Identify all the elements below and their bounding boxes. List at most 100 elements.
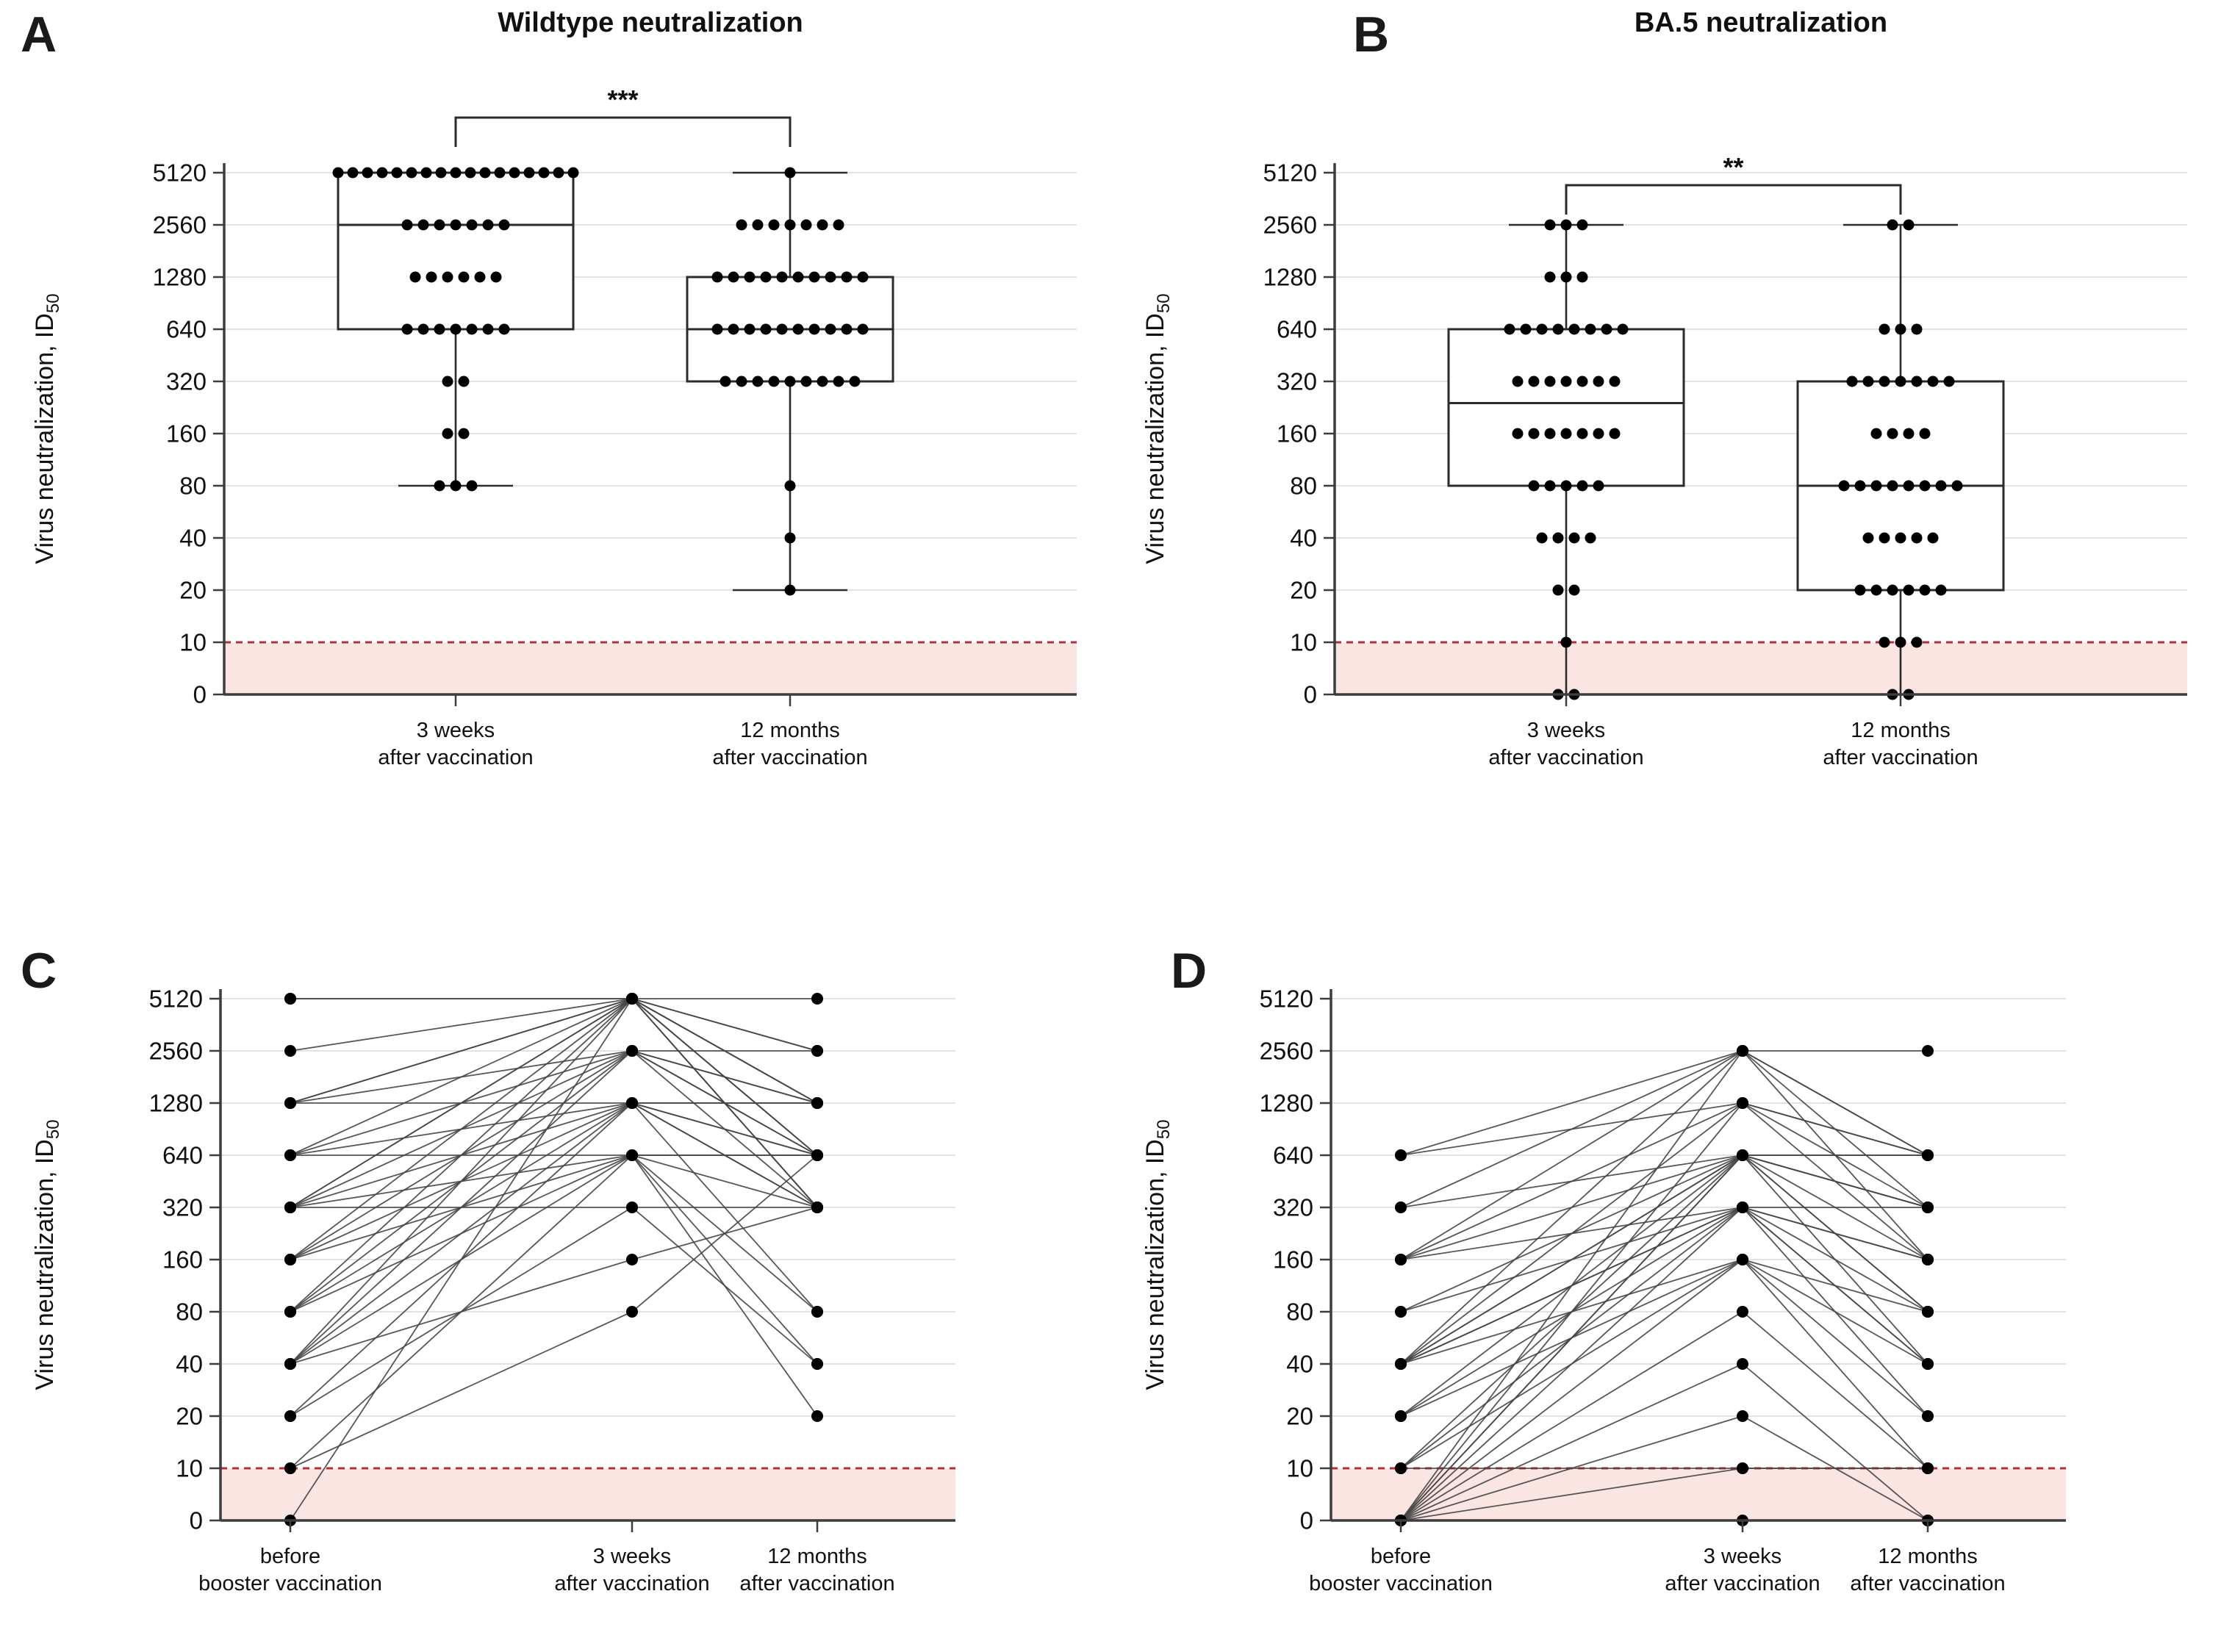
data-dot [426, 271, 437, 283]
data-dot [1544, 271, 1556, 283]
trajectory-line [1400, 1206, 1928, 1469]
y-tick-label: 10 [179, 629, 207, 656]
data-dot [1601, 323, 1612, 335]
y-tick-label: 5120 [1263, 159, 1317, 187]
data-dot [811, 1410, 823, 1422]
data-dot [1560, 219, 1572, 231]
data-dot [736, 219, 747, 231]
y-tick-label: 0 [1300, 1507, 1313, 1534]
data-dot [417, 219, 429, 231]
iqr-box [1447, 328, 1685, 487]
data-dot [450, 167, 462, 179]
y-tick-label: 160 [1277, 420, 1317, 448]
data-dot [1560, 636, 1572, 648]
data-dot [1922, 1358, 1934, 1370]
data-dot [1395, 1410, 1407, 1422]
x-category-label-line2: after vaccination [739, 1572, 894, 1595]
y-tick-label: 10 [1290, 629, 1317, 656]
x-category-label-line2: after vaccination [1823, 746, 1978, 769]
y-axis-title: Virus neutralization, ID50 [31, 293, 63, 564]
trajectory-lines [1400, 1049, 1928, 1521]
data-dot [435, 167, 447, 179]
panel-b: B BA.5 neutralization ** 5120 2560 1280 640 3… [1110, 0, 2221, 826]
data-dot [811, 1097, 823, 1109]
y-tick-label: 5120 [149, 985, 203, 1013]
trajectory-line [290, 1154, 818, 1312]
data-dot [458, 271, 470, 283]
data-dot [1935, 480, 1947, 492]
y-tick-label: 0 [190, 1507, 203, 1534]
data-dot [1568, 584, 1580, 596]
data-dot [817, 376, 828, 387]
data-dot [1879, 532, 1890, 544]
data-dot [284, 993, 296, 1005]
data-dot [1922, 1410, 1934, 1422]
below-cutoff-band [224, 642, 1077, 694]
data-dot [1737, 1045, 1748, 1057]
data-dot [811, 1202, 823, 1213]
data-dot [792, 323, 804, 335]
significance-bracket [454, 116, 792, 147]
data-dot [1544, 428, 1556, 439]
panel-title-a: Wildtype neutralization [498, 7, 803, 38]
data-dot [442, 271, 453, 283]
trajectory-line [290, 997, 818, 1365]
data-dot [284, 1097, 296, 1109]
data-dot [479, 167, 491, 179]
data-dot [776, 323, 788, 335]
y-tick-label: 20 [176, 1403, 203, 1430]
x-category-label-line1: 12 months [1878, 1545, 1977, 1568]
data-dot [498, 219, 510, 231]
data-dot [490, 271, 502, 283]
data-dot [1395, 1254, 1407, 1265]
data-dot [458, 376, 470, 387]
x-category-label-line2: booster vaccination [198, 1572, 382, 1595]
panel-d: D 5120 2560 1280 640 320 160 80 40 20 10 0 Virus ne… [1110, 826, 2221, 1652]
data-dot [434, 219, 445, 231]
data-dot [1922, 1254, 1934, 1265]
data-dot [800, 219, 812, 231]
data-dot [711, 323, 723, 335]
chart-d: 5120 2560 1280 640 320 160 80 40 20 10 0 Virus neut… [1141, 985, 2066, 1595]
data-dot [1919, 584, 1931, 596]
data-dot [784, 532, 796, 544]
data-dot [1922, 1045, 1934, 1057]
data-dot [464, 167, 476, 179]
data-dot [825, 271, 836, 283]
data-dot [376, 167, 388, 179]
y-tick-label: 1280 [1263, 264, 1317, 291]
box-group-2 [686, 167, 894, 596]
data-dot [626, 1254, 638, 1265]
data-dot [284, 1358, 296, 1370]
trajectory-dots [1395, 1045, 1934, 1526]
data-dot [1737, 1358, 1748, 1370]
iqr-box [337, 171, 575, 331]
data-dot [728, 323, 739, 335]
data-dot [1737, 1462, 1748, 1474]
data-dot [1528, 428, 1540, 439]
y-tick-label: 40 [1290, 525, 1317, 552]
data-dot [1870, 480, 1882, 492]
data-dot [523, 167, 535, 179]
data-dot [1512, 376, 1524, 387]
x-category-label-line1: 3 weeks [1704, 1545, 1782, 1568]
data-dot [1560, 376, 1572, 387]
data-dot [401, 219, 413, 231]
y-tick-label: 320 [166, 368, 207, 395]
trajectory-line [1400, 1049, 1928, 1521]
data-dot [1911, 636, 1923, 648]
data-dot [474, 271, 486, 283]
data-dot [849, 376, 861, 387]
data-dot [1552, 323, 1564, 335]
data-dot [626, 1097, 638, 1109]
y-tick-label: 0 [193, 681, 207, 708]
data-dot [567, 167, 579, 179]
data-dot [720, 376, 731, 387]
x-category-label-line1: before [260, 1545, 320, 1568]
data-dot [1576, 271, 1588, 283]
data-dot [434, 323, 445, 335]
y-tick-label: 160 [166, 420, 207, 448]
data-dot [1895, 636, 1906, 648]
data-dot [1576, 480, 1588, 492]
